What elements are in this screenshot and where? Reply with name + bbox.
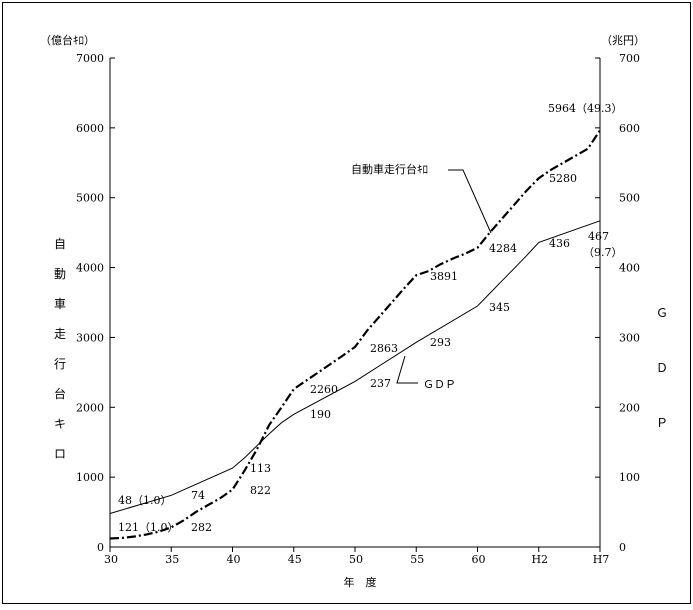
y-right-tick-label: 300 <box>619 331 640 344</box>
data-label: 190 <box>310 408 331 421</box>
data-label: 121（1.0） <box>118 521 179 534</box>
x-tick-label: 60 <box>472 553 486 566</box>
left-axis-title-char: 車 <box>54 297 66 311</box>
y-left-tick-label: 2000 <box>76 401 104 414</box>
left-axis-title-char: キ <box>54 417 66 431</box>
x-tick-label: 55 <box>410 553 424 566</box>
right-unit-label: （兆円） <box>601 34 645 47</box>
x-axis-title: 年 度 <box>344 575 377 589</box>
data-label: （9.7） <box>583 246 623 259</box>
data-label: 4284 <box>489 242 517 255</box>
y-left-tick-label: 7000 <box>76 52 104 65</box>
y-left-tick-label: 4000 <box>76 262 104 275</box>
legend-label-gdp: ＧＤＰ <box>423 378 456 391</box>
x-tick-label: H2 <box>531 553 548 566</box>
x-tick-label: H7 <box>593 553 610 566</box>
legend-leader-vehicle-km <box>448 169 492 234</box>
y-right-tick-label: 400 <box>619 262 640 275</box>
left-axis-title-char: 自 <box>54 237 66 251</box>
data-label: 237 <box>370 377 391 390</box>
left-axis-title-char: ロ <box>54 447 66 461</box>
left-unit-label: （億台ｷﾛ） <box>40 33 95 47</box>
legend-label-vehicle-km: 自動車走行台ｷﾛ <box>351 162 428 176</box>
y-left-tick-label: 3000 <box>76 331 104 344</box>
x-tick-label: 30 <box>104 553 118 566</box>
y-right-tick-label: 500 <box>619 192 640 205</box>
data-label: 345 <box>489 301 510 314</box>
data-label: 436 <box>549 237 570 250</box>
data-label: 48（1.0） <box>118 494 172 507</box>
left-axis-title-char: 行 <box>54 357 66 371</box>
y-right-tick-label: 100 <box>619 471 640 484</box>
data-label: 113 <box>250 462 271 475</box>
y-right-tick-label: 700 <box>619 52 640 65</box>
right-axis-title-char: Ｐ <box>656 416 668 430</box>
vehicle-km-series-line <box>109 129 601 540</box>
y-right-tick-label: 200 <box>619 401 640 414</box>
data-label: 5280 <box>549 172 577 185</box>
data-label: 282 <box>191 521 212 534</box>
axes: 30 35 40 45 50 55 60 H2 H70100020003000400050006… <box>54 52 668 566</box>
right-axis-title-char: Ｇ <box>656 306 668 320</box>
y-right-tick-label: 0 <box>619 541 626 554</box>
y-left-tick-label: 0 <box>97 541 104 554</box>
x-tick-label: 40 <box>227 553 241 566</box>
data-label: 74 <box>191 489 205 502</box>
y-left-tick-label: 1000 <box>76 471 104 484</box>
series-lines <box>109 129 601 540</box>
left-axis-title-char: 台 <box>54 386 66 401</box>
x-tick-label: 50 <box>349 553 363 566</box>
y-right-tick-label: 600 <box>619 122 640 135</box>
x-tick-label: 45 <box>288 553 302 566</box>
data-label: 822 <box>250 484 271 497</box>
legend-leader-gdp <box>396 355 418 384</box>
data-label: 2260 <box>310 383 338 396</box>
data-label: 293 <box>430 336 451 349</box>
y-left-tick-label: 6000 <box>76 122 104 135</box>
left-axis-title-char: 動 <box>54 267 66 281</box>
data-label: 5964（49.3） <box>548 102 623 115</box>
x-tick-label: 35 <box>165 553 179 566</box>
left-axis-title-char: 走 <box>54 327 66 341</box>
data-label: 2863 <box>370 342 398 355</box>
right-axis-title-char: Ｄ <box>656 361 668 375</box>
gdp-series-line <box>109 220 601 514</box>
y-left-tick-label: 5000 <box>76 192 104 205</box>
data-label: 3891 <box>430 270 458 283</box>
data-labels: 48（1.0） 74 113 190 237 293 345 436 467 （9.7） 121（1… <box>118 102 623 534</box>
data-label: 467 <box>588 230 609 243</box>
